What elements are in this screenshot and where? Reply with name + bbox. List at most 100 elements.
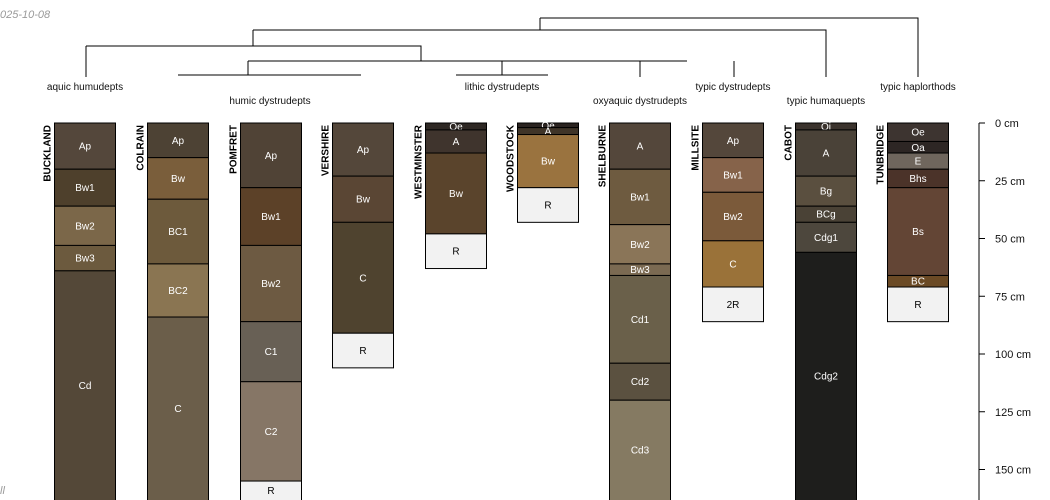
horizon-label: Bw1 xyxy=(630,192,650,203)
horizon-label: Bw1 xyxy=(261,212,281,223)
horizon-label: Oi xyxy=(821,122,831,133)
group-label: humic dystrudepts xyxy=(229,96,310,107)
horizon-block xyxy=(702,240,764,288)
profile-name: WESTMINSTER xyxy=(414,124,425,199)
horizon-block xyxy=(702,286,764,323)
horizon-label: 2R xyxy=(727,300,740,311)
horizon-block xyxy=(54,270,116,500)
horizon-label: A xyxy=(545,127,552,138)
horizon-label: Bg xyxy=(820,187,832,198)
dendrogram xyxy=(85,17,919,77)
horizon-label: Cdg1 xyxy=(814,233,838,244)
horizon-label: Bw xyxy=(541,157,556,168)
horizon-label: Cdg2 xyxy=(814,372,838,383)
depth-tick-label: 150 cm xyxy=(995,465,1031,477)
horizon-label: Bw xyxy=(449,189,464,200)
group-label: lithic dystrudepts xyxy=(465,82,539,93)
date-stamp: 025-10-08 xyxy=(0,9,51,21)
horizon-block xyxy=(887,286,949,323)
horizon-block xyxy=(332,221,394,334)
depth-tick-label: 25 cm xyxy=(995,176,1025,188)
horizon-block xyxy=(147,198,209,265)
horizon-label: C xyxy=(729,259,736,270)
horizon-label: Bw1 xyxy=(723,170,743,181)
horizon-label: BC2 xyxy=(168,286,188,297)
profile-name: MILLSITE xyxy=(691,125,702,171)
horizon-block xyxy=(425,152,487,235)
horizon-label: Cd1 xyxy=(631,315,650,326)
profile-name: VERSHIRE xyxy=(321,125,332,176)
horizon-block xyxy=(795,129,857,177)
horizon-block xyxy=(240,480,302,500)
soil-profile-woodstock: OeA Bw R WOODSTOCK xyxy=(506,121,579,223)
horizon-label: Oe xyxy=(449,122,463,133)
horizon-label: Bs xyxy=(912,227,924,238)
horizon-label: R xyxy=(267,486,274,497)
group-label: aquic humudepts xyxy=(47,82,123,93)
horizon-label: R xyxy=(914,300,921,311)
horizon-block xyxy=(332,175,394,223)
group-label: typic haplorthods xyxy=(880,82,956,93)
horizon-label: Bw2 xyxy=(75,221,95,232)
horizon-label: Oa xyxy=(911,143,925,154)
soil-profile-shelburne: A Bw1 Bw2 Bw3 Cd1 Cd2 Cd3 SHELBURNE xyxy=(598,122,671,500)
horizon-label: C xyxy=(174,404,181,415)
group-labels: aquic humudepts humic dystrudepts lithic… xyxy=(47,82,956,107)
horizon-block xyxy=(332,122,394,177)
horizon-label: R xyxy=(452,247,459,258)
profile-name: WOODSTOCK xyxy=(506,124,517,192)
horizon-label: R xyxy=(359,346,366,357)
horizon-block xyxy=(54,122,116,170)
horizon-label: Bw3 xyxy=(75,254,95,265)
horizon-block xyxy=(609,122,671,170)
horizon-block xyxy=(517,134,579,189)
horizon-label: Cd xyxy=(79,381,92,392)
soil-profile-pomfret: Ap Bw1 Bw2 C1 C2 R POMFRET xyxy=(229,122,302,500)
soil-profile-tunbridge: Oe Oa E Bhs Bs BC R TUNBRIDGE xyxy=(876,122,949,323)
horizon-label: Ap xyxy=(357,145,370,156)
profile-name: POMFRET xyxy=(229,125,240,174)
soil-profile-millsite: Ap Bw1 Bw2 C 2R MILLSITE xyxy=(691,122,764,323)
horizon-block xyxy=(795,175,857,207)
depth-tick-label: 75 cm xyxy=(995,291,1025,303)
horizon-block xyxy=(240,321,302,383)
horizon-label: Ap xyxy=(172,136,185,147)
horizon-block xyxy=(147,263,209,318)
depth-tick-label: 0 cm xyxy=(995,118,1019,130)
corner-text: ll xyxy=(0,485,5,497)
horizon-label: Bhs xyxy=(909,174,926,185)
depth-tick-label: 100 cm xyxy=(995,349,1031,361)
horizon-block xyxy=(702,157,764,193)
dendrogram-branch xyxy=(85,17,919,77)
horizon-label: R xyxy=(544,201,551,212)
horizon-block xyxy=(702,191,764,242)
profile-name: SHELBURNE xyxy=(598,125,609,188)
horizon-label: A xyxy=(823,149,830,160)
horizon-block xyxy=(240,244,302,323)
horizon-label: BCg xyxy=(816,210,835,221)
depth-axis: 0 cm 25 cm 50 cm 75 cm 100 cm 125 cm 150 cm xyxy=(978,118,1031,500)
horizon-label: A xyxy=(637,142,644,153)
horizon-block xyxy=(54,168,116,207)
horizon-label: Oe xyxy=(541,121,555,132)
horizon-block xyxy=(240,187,302,246)
horizon-label: C xyxy=(359,273,366,284)
horizon-label: Ap xyxy=(79,142,92,153)
horizon-label: Bw2 xyxy=(723,212,743,223)
group-label: typic humaquepts xyxy=(787,96,865,107)
horizon-label: Oe xyxy=(911,128,925,139)
group-label: typic dystrudepts xyxy=(695,82,770,93)
horizon-label: Ap xyxy=(265,151,278,162)
horizon-label: BC1 xyxy=(168,227,188,238)
horizon-block xyxy=(332,332,394,369)
horizon-block xyxy=(425,233,487,270)
horizon-block xyxy=(147,316,209,500)
horizon-block xyxy=(887,187,949,276)
horizon-label: Ap xyxy=(727,136,740,147)
horizon-label: Cd3 xyxy=(631,446,650,457)
horizon-label: C2 xyxy=(265,427,278,438)
horizon-label: Bw2 xyxy=(261,279,281,290)
horizon-block xyxy=(795,251,857,500)
